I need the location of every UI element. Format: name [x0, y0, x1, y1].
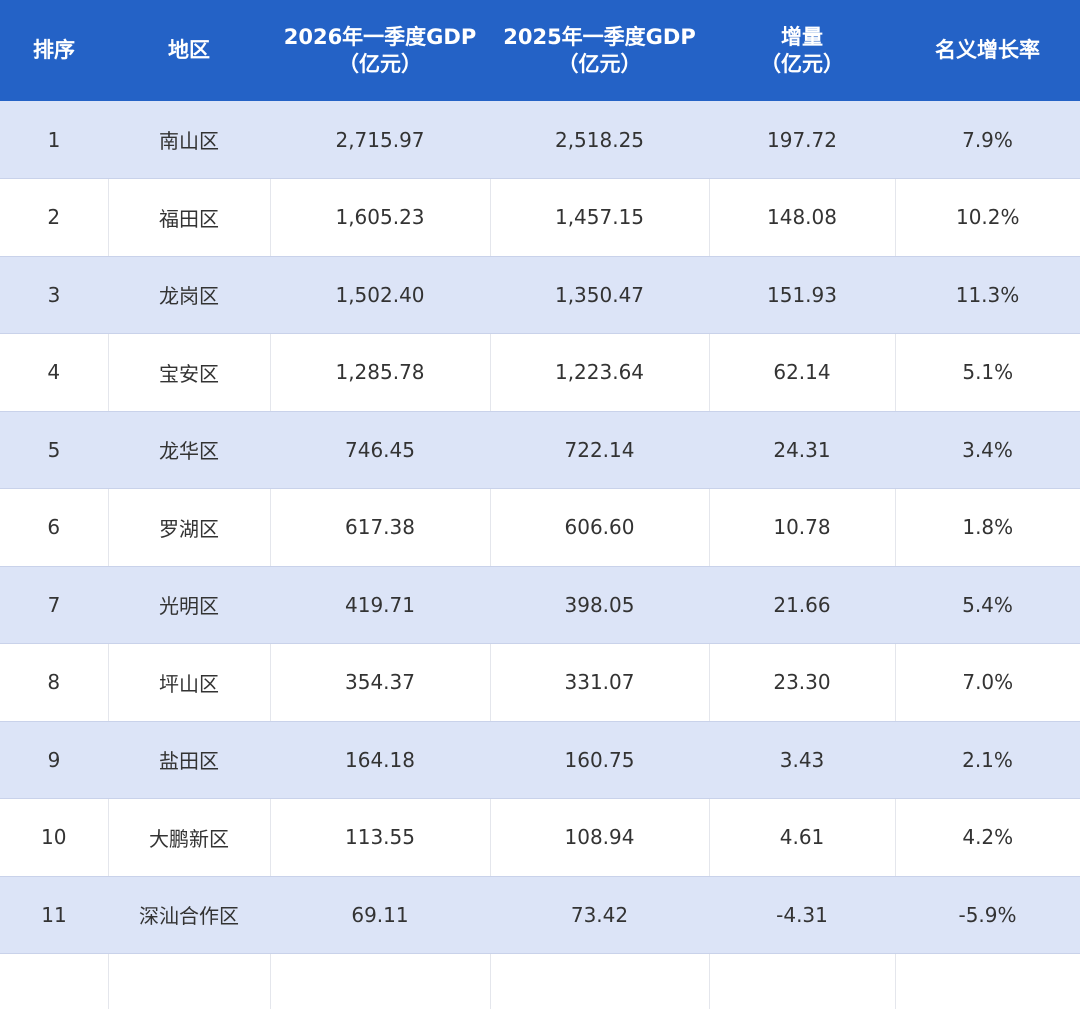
cell-empty	[489, 953, 709, 1009]
table-body: 1 南山区 2,715.97 2,518.25 197.72 7.9% 2 福田…	[0, 101, 1080, 1009]
cell-growth-rate: 4.2%	[894, 798, 1080, 877]
cell-increase: -4.31	[709, 876, 895, 954]
cell-gdp-2025: 1,457.15	[489, 178, 709, 257]
cell-gdp-2025: 1,223.64	[489, 333, 709, 412]
cell-growth-rate: 7.0%	[894, 643, 1080, 722]
table-row-cut-off	[0, 953, 1080, 1009]
cell-gdp-2026: 1,285.78	[269, 333, 490, 412]
cell-rank: 8	[0, 643, 108, 722]
cell-gdp-2026: 1,502.40	[270, 256, 490, 334]
cell-gdp-2025: 606.60	[489, 488, 709, 567]
cell-region: 福田区	[107, 178, 270, 257]
table-row: 2 福田区 1,605.23 1,457.15 148.08 10.2%	[0, 178, 1080, 257]
cell-rank: 1	[0, 101, 108, 179]
cell-empty	[269, 953, 490, 1009]
cell-gdp-2026: 419.71	[270, 566, 490, 644]
cell-growth-rate: 11.3%	[895, 256, 1080, 334]
cell-empty	[708, 953, 895, 1009]
cell-empty	[0, 954, 108, 1009]
cell-empty	[894, 953, 1080, 1009]
table-row: 11 深汕合作区 69.11 73.42 -4.31 -5.9%	[0, 876, 1080, 954]
cell-increase: 151.93	[709, 256, 895, 334]
cell-gdp-2025: 398.05	[490, 566, 709, 644]
cell-increase: 197.72	[709, 101, 895, 179]
cell-growth-rate: -5.9%	[895, 876, 1080, 954]
cell-gdp-2026: 164.18	[270, 721, 490, 799]
cell-growth-rate: 1.8%	[894, 488, 1080, 567]
table-row: 3 龙岗区 1,502.40 1,350.47 151.93 11.3%	[0, 256, 1080, 334]
cell-region: 深汕合作区	[108, 876, 270, 954]
cell-gdp-2026: 2,715.97	[270, 101, 490, 179]
cell-region: 宝安区	[107, 333, 270, 412]
cell-rank: 2	[0, 178, 108, 257]
cell-growth-rate: 2.1%	[895, 721, 1080, 799]
cell-region: 南山区	[108, 101, 270, 179]
cell-region: 龙华区	[108, 411, 270, 489]
cell-rank: 6	[0, 488, 108, 567]
cell-gdp-2026: 746.45	[270, 411, 490, 489]
cell-rank: 5	[0, 411, 108, 489]
cell-rank: 4	[0, 333, 108, 412]
cell-gdp-2025: 722.14	[490, 411, 709, 489]
table-row: 5 龙华区 746.45 722.14 24.31 3.4%	[0, 411, 1080, 489]
table-row: 8 坪山区 354.37 331.07 23.30 7.0%	[0, 643, 1080, 722]
cell-gdp-2026: 617.38	[269, 488, 490, 567]
cell-region: 大鹏新区	[107, 798, 270, 877]
cell-gdp-2025: 73.42	[490, 876, 709, 954]
cell-region: 龙岗区	[108, 256, 270, 334]
cell-rank: 10	[0, 798, 108, 877]
header-gdp-2026: 2026年一季度GDP （亿元）	[283, 24, 477, 76]
cell-increase: 21.66	[709, 566, 895, 644]
cell-rank: 11	[0, 876, 108, 954]
header-gdp-2025: 2025年一季度GDP （亿元）	[503, 24, 696, 76]
cell-region: 坪山区	[107, 643, 270, 722]
table-row: 1 南山区 2,715.97 2,518.25 197.72 7.9%	[0, 101, 1080, 179]
cell-gdp-2026: 69.11	[270, 876, 490, 954]
cell-gdp-2026: 354.37	[269, 643, 490, 722]
cell-rank: 7	[0, 566, 108, 644]
table-row: 4 宝安区 1,285.78 1,223.64 62.14 5.1%	[0, 333, 1080, 412]
cell-region: 罗湖区	[107, 488, 270, 567]
cell-gdp-2025: 2,518.25	[490, 101, 709, 179]
table-row: 7 光明区 419.71 398.05 21.66 5.4%	[0, 566, 1080, 644]
cell-growth-rate: 5.4%	[895, 566, 1080, 644]
cell-gdp-2025: 331.07	[489, 643, 709, 722]
cell-rank: 9	[0, 721, 108, 799]
cell-increase: 62.14	[708, 333, 895, 412]
cell-increase: 24.31	[709, 411, 895, 489]
cell-gdp-2026: 1,605.23	[269, 178, 490, 257]
cell-growth-rate: 7.9%	[895, 101, 1080, 179]
header-increase: 增量 （亿元）	[760, 24, 844, 76]
cell-region: 盐田区	[108, 721, 270, 799]
cell-gdp-2025: 1,350.47	[490, 256, 709, 334]
table-header-row: 排序 地区 2026年一季度GDP （亿元） 2025年一季度GDP （亿元） …	[0, 0, 1080, 101]
table-row: 10 大鹏新区 113.55 108.94 4.61 4.2%	[0, 798, 1080, 877]
cell-growth-rate: 10.2%	[894, 178, 1080, 257]
header-region: 地区	[168, 38, 210, 62]
table-row: 9 盐田区 164.18 160.75 3.43 2.1%	[0, 721, 1080, 799]
cell-gdp-2025: 160.75	[490, 721, 709, 799]
cell-increase: 3.43	[709, 721, 895, 799]
header-rank: 排序	[33, 38, 75, 62]
cell-gdp-2025: 108.94	[489, 798, 709, 877]
cell-region: 光明区	[108, 566, 270, 644]
header-growth-rate: 名义增长率	[935, 38, 1040, 62]
cell-increase: 4.61	[708, 798, 895, 877]
cell-gdp-2026: 113.55	[269, 798, 490, 877]
cell-empty	[107, 953, 270, 1009]
cell-increase: 23.30	[708, 643, 895, 722]
cell-growth-rate: 3.4%	[895, 411, 1080, 489]
cell-increase: 10.78	[708, 488, 895, 567]
cell-growth-rate: 5.1%	[894, 333, 1080, 412]
table-row: 6 罗湖区 617.38 606.60 10.78 1.8%	[0, 488, 1080, 567]
cell-increase: 148.08	[708, 178, 895, 257]
cell-rank: 3	[0, 256, 108, 334]
